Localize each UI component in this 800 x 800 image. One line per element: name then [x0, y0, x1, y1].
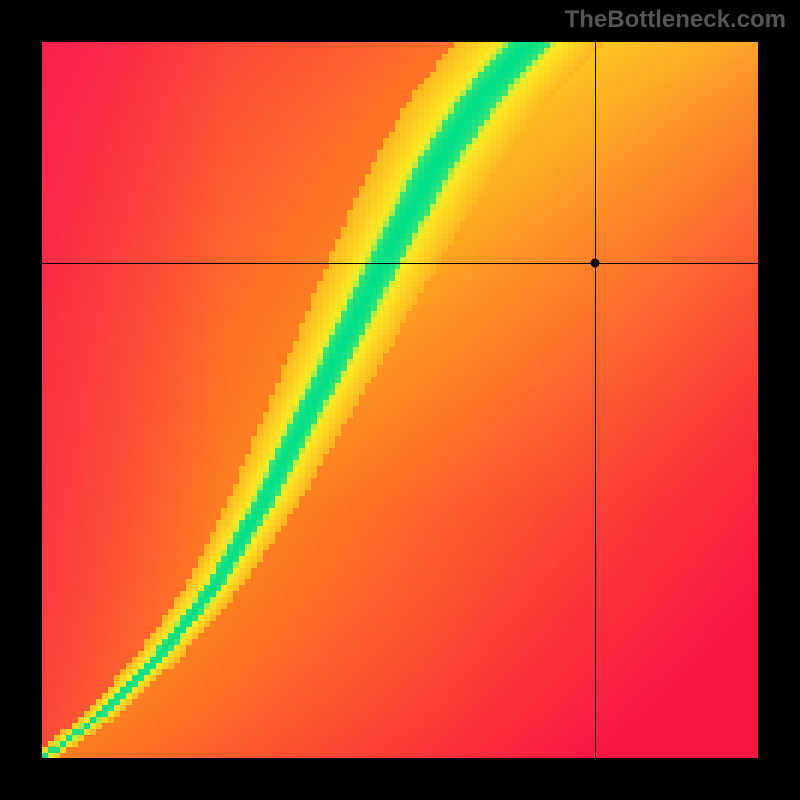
crosshair-vertical — [595, 42, 596, 758]
plot-area — [42, 42, 758, 758]
watermark-text: TheBottleneck.com — [565, 6, 786, 34]
heatmap-canvas — [42, 42, 758, 758]
chart-frame: TheBottleneck.com — [0, 0, 800, 800]
crosshair-point — [590, 258, 599, 267]
crosshair-horizontal — [42, 263, 758, 264]
